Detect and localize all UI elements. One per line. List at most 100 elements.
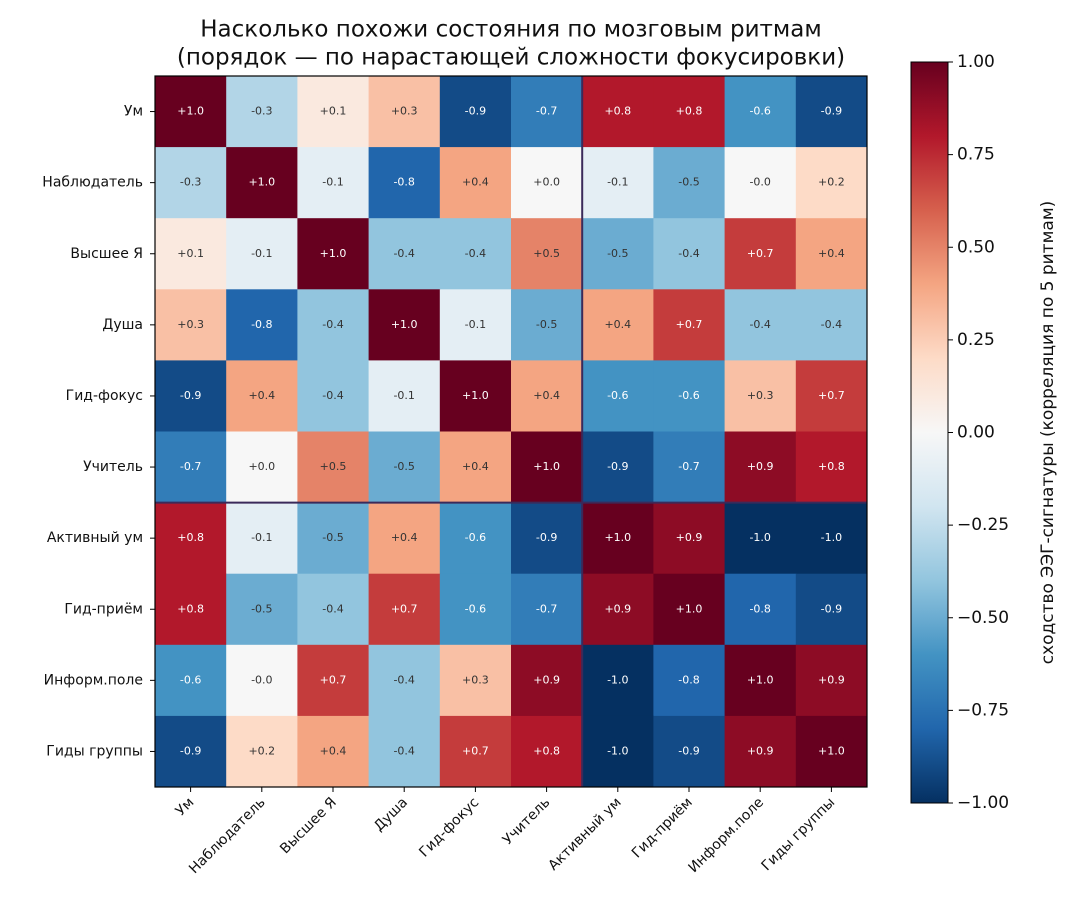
heatmap-cell [511, 573, 583, 646]
cell-label: -0.5 [536, 318, 557, 331]
heatmap-cell [582, 289, 654, 361]
cell-label: -1.0 [749, 531, 770, 544]
heatmap-cell [297, 289, 370, 361]
heatmap-cell [439, 715, 512, 788]
colorbar-tick-label: −0.50 [957, 608, 1009, 628]
cell-label: -0.9 [607, 460, 628, 473]
cell-label: -0.8 [749, 602, 770, 615]
cell-label: +0.1 [177, 247, 204, 260]
cell-label: -0.1 [465, 318, 486, 331]
heatmap-cell [155, 644, 227, 717]
cell-label: +0.7 [320, 673, 347, 686]
heatmap-cell [511, 502, 583, 575]
cell-label: +0.7 [747, 247, 774, 260]
heatmap-cell [795, 76, 868, 148]
colorbar-label: сходство ЭЭГ-сигнатуры (корреляция по 5 … [1038, 201, 1058, 665]
colorbar-tick-label: −0.25 [957, 515, 1009, 535]
heatmap-cell [226, 76, 298, 148]
heatmap-cell [439, 76, 512, 148]
heatmap-cell [297, 431, 370, 504]
heatmap-cell [368, 431, 441, 504]
colorbar-tick-label: 1.00 [957, 52, 995, 72]
cell-label: -0.5 [251, 602, 272, 615]
heatmap-cell [653, 360, 726, 432]
heatmap-cell [653, 715, 726, 788]
cell-label: +0.3 [391, 105, 418, 118]
heatmap-cell [724, 644, 797, 717]
cell-label: +0.9 [676, 531, 703, 544]
heatmap-cell [155, 715, 227, 788]
y-tick-label: Наблюдатель [42, 175, 143, 191]
cell-label: +1.0 [533, 460, 560, 473]
heatmap-cell [724, 715, 797, 788]
heatmap-cell [368, 76, 441, 148]
cell-label: -1.0 [607, 744, 628, 757]
cell-label: +0.8 [177, 531, 204, 544]
heatmap-cell [155, 147, 227, 219]
heatmap-cell [439, 289, 512, 361]
cell-label: +0.9 [747, 744, 774, 757]
heatmap-cell [226, 289, 298, 361]
chart-title: Насколько похожи состояния по мозговым р… [200, 17, 821, 43]
heatmap-cell [653, 502, 726, 575]
cell-label: -0.7 [180, 460, 201, 473]
heatmap-cell [226, 218, 298, 290]
cell-label: -0.4 [322, 602, 343, 615]
cell-label: -1.0 [607, 673, 628, 686]
cell-label: -0.4 [393, 673, 414, 686]
heatmap-cell [155, 76, 227, 148]
cell-label: -0.1 [607, 176, 628, 189]
cell-label: -0.6 [180, 673, 201, 686]
colorbar-tick-label: −1.00 [957, 793, 1009, 813]
heatmap-cell [724, 147, 797, 219]
cell-label: -0.3 [180, 176, 201, 189]
cell-label: +0.4 [462, 460, 489, 473]
heatmap-cell [724, 360, 797, 432]
colorbar-tick-label: 0.50 [957, 237, 995, 257]
cell-label: +1.0 [747, 673, 774, 686]
cell-label: +1.0 [391, 318, 418, 331]
heatmap-cell [582, 431, 654, 504]
cell-label: +0.4 [391, 531, 418, 544]
cell-label: +0.4 [462, 176, 489, 189]
cell-label: +0.2 [818, 176, 845, 189]
cell-label: +0.5 [320, 460, 347, 473]
heatmap-cell [511, 644, 583, 717]
cell-label: +0.0 [248, 460, 275, 473]
heatmap-cell [582, 644, 654, 717]
heatmap-cell [795, 573, 868, 646]
heatmap-cell [795, 289, 868, 361]
cell-label: +0.8 [533, 744, 560, 757]
heatmap-cell [439, 573, 512, 646]
heatmap-cell [155, 502, 227, 575]
x-tick-label: Гид-приём [629, 795, 696, 862]
cell-label: -0.5 [678, 176, 699, 189]
heatmap-cell [368, 289, 441, 361]
cell-label: +0.4 [604, 318, 631, 331]
cell-label: +1.0 [248, 176, 275, 189]
cell-label: -0.9 [180, 389, 201, 402]
heatmap-cell [653, 644, 726, 717]
colorbar-tick-label: 0.25 [957, 330, 995, 350]
heatmap-cell [297, 644, 370, 717]
heatmap-cell [511, 431, 583, 504]
cell-label: -0.4 [678, 247, 699, 260]
heatmap-cell [226, 147, 298, 219]
heatmap-cell [155, 573, 227, 646]
cell-label: +1.0 [818, 744, 845, 757]
heatmap-cell [582, 76, 654, 148]
heatmap-cell [653, 573, 726, 646]
cell-label: -0.1 [393, 389, 414, 402]
x-tick-label: Наблюдатель [186, 795, 269, 878]
cell-label: -0.9 [821, 105, 842, 118]
cell-label: -1.0 [821, 531, 842, 544]
heatmap-cell [297, 147, 370, 219]
heatmap-cell [439, 431, 512, 504]
x-tick-label: Гиды группы [759, 795, 839, 875]
cell-label: +0.1 [320, 105, 347, 118]
cell-label: +1.0 [604, 531, 631, 544]
plot-frame [154, 75, 868, 788]
heatmap-cell [582, 502, 654, 575]
cell-label: +1.0 [462, 389, 489, 402]
